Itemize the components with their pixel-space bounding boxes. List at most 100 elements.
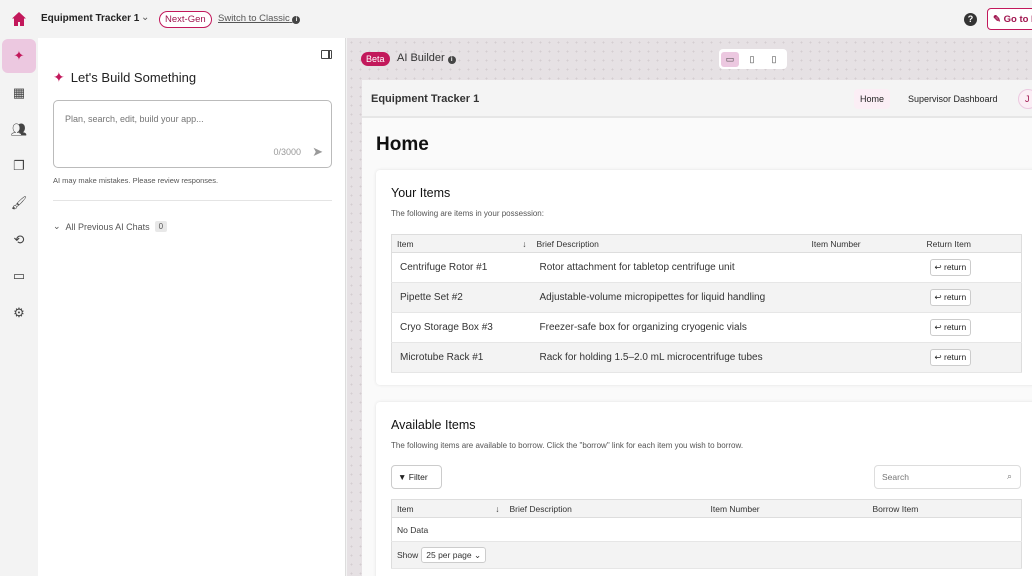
tablet-icon[interactable]: ▯ xyxy=(749,53,755,64)
your-items-title: Your Items xyxy=(391,186,451,200)
mobile-icon[interactable]: ▯ xyxy=(771,53,777,64)
return-label: return xyxy=(943,292,967,302)
item-cell: Microtube Rack #1 xyxy=(391,342,532,373)
available-items-table: Item ↓ Brief Description Item Number Borr… xyxy=(391,499,1022,569)
collapse-panel-icon[interactable] xyxy=(321,50,332,59)
column-header-item-number[interactable]: Item Number xyxy=(705,499,868,518)
ai-disclaimer: AI may make mistakes. Please review resp… xyxy=(53,176,219,185)
go-live-label: Go to L xyxy=(1003,14,1032,25)
app-title: Equipment Tracker 1 xyxy=(371,93,480,105)
item-number-cell xyxy=(806,312,922,343)
your-items-table: Item ↓ Brief Description Item Number Retu… xyxy=(391,234,1022,373)
paintbrush-icon[interactable]: 🖌︎ xyxy=(10,195,28,210)
device-toggle: ▭ ▯ ▯ xyxy=(719,49,787,69)
table-row: Microtube Rack #1 Rack for holding 1.5–2.… xyxy=(391,342,1022,373)
workflow-icon[interactable]: ⟲ xyxy=(13,232,25,247)
beta-badge: Beta xyxy=(361,52,390,66)
prompt-box[interactable]: 0/3000 ➤ xyxy=(53,100,332,168)
info-icon[interactable]: i xyxy=(292,16,301,24)
no-data-text: No Data xyxy=(391,517,1022,542)
search-box[interactable]: ⌕ xyxy=(874,465,1021,489)
app-name[interactable]: Equipment Tracker 1 xyxy=(41,13,140,24)
item-number-cell xyxy=(806,342,922,373)
prompt-input[interactable] xyxy=(65,114,315,134)
table-row: Pipette Set #2 Adjustable-volume micropip… xyxy=(391,282,1022,313)
go-live-button[interactable]: ✎ Go to L xyxy=(987,8,1032,30)
home-icon[interactable] xyxy=(11,11,27,27)
app-preview: Equipment Tracker 1 Home Supervisor Dash… xyxy=(362,80,1032,576)
ai-builder-title: AI Builder i xyxy=(397,52,456,64)
chat-count-badge: 0 xyxy=(154,221,168,232)
column-header-description[interactable]: Brief Description xyxy=(531,234,807,253)
column-header-description[interactable]: Brief Description xyxy=(504,499,706,518)
char-counter: 0/3000 xyxy=(273,147,301,157)
empty-row: No Data xyxy=(391,517,1022,542)
gear-icon[interactable]: ⚙ xyxy=(13,305,25,320)
column-header-return-item[interactable]: Return Item xyxy=(921,234,1022,253)
per-page-select[interactable]: 25 per page ⌄ xyxy=(421,546,487,563)
return-label: return xyxy=(943,262,967,272)
desktop-icon[interactable]: ▭ xyxy=(721,51,739,67)
description-cell: Freezer-safe box for organizing cryogeni… xyxy=(531,312,807,343)
column-header-item[interactable]: Item ↓ xyxy=(391,234,532,253)
item-cell: Pipette Set #2 xyxy=(391,282,532,313)
description-cell: Rack for holding 1.5–2.0 mL microcentrif… xyxy=(531,342,807,373)
your-items-subtitle: The following are items in your possessi… xyxy=(391,209,544,218)
billing-card-icon[interactable]: ▭ xyxy=(12,268,26,283)
panel-title: ✦ Let's Build Something xyxy=(53,69,196,86)
column-header-borrow-item[interactable]: Borrow Item xyxy=(867,499,1022,518)
send-icon[interactable]: ➤ xyxy=(312,144,323,159)
avatar[interactable]: J xyxy=(1018,89,1032,109)
help-icon[interactable]: ? xyxy=(964,13,977,26)
filter-label: Filter xyxy=(408,472,428,482)
return-button[interactable]: ↩ return xyxy=(929,289,972,306)
return-label: return xyxy=(943,322,967,332)
search-input[interactable] xyxy=(882,472,992,482)
page-title: Home xyxy=(376,134,429,155)
divider xyxy=(53,200,332,201)
switch-label: Switch to Classic xyxy=(218,13,290,24)
previous-chats-label: All Previous AI Chats xyxy=(65,221,150,232)
info-icon[interactable]: i xyxy=(447,56,456,64)
item-cell: Cryo Storage Box #3 xyxy=(391,312,532,343)
nav-home[interactable]: Home xyxy=(854,89,891,109)
chevron-down-icon: ⌄ xyxy=(474,549,482,560)
return-label: return xyxy=(943,352,967,362)
preview-canvas: Beta AI Builder i ▭ ▯ ▯ Equipment Tracke… xyxy=(347,38,1032,576)
item-number-cell xyxy=(806,252,922,283)
show-label: Show xyxy=(397,549,419,560)
return-button[interactable]: ↩ return xyxy=(929,319,972,336)
return-button[interactable]: ↩ return xyxy=(929,349,972,366)
nav-supervisor-dashboard[interactable]: Supervisor Dashboard xyxy=(908,94,998,104)
app-header: Equipment Tracker 1 Home Supervisor Dash… xyxy=(362,80,1032,118)
per-page-value: 25 per page xyxy=(426,549,472,560)
sparkles-icon[interactable]: ✦ xyxy=(2,39,36,73)
sort-arrow-icon[interactable]: ↓ xyxy=(522,238,527,249)
top-bar: Equipment Tracker 1 ⌄ Next-Gen Switch to… xyxy=(0,0,1032,38)
previous-chats-toggle[interactable]: ⌄ All Previous AI Chats 0 xyxy=(53,221,168,232)
search-icon[interactable]: ⌕ xyxy=(1006,471,1012,481)
description-cell: Rotor attachment for tabletop centrifuge… xyxy=(531,252,807,283)
ai-builder-label: AI Builder xyxy=(397,52,445,64)
description-cell: Adjustable-volume micropipettes for liqu… xyxy=(531,282,807,313)
return-button[interactable]: ↩ return xyxy=(929,259,972,276)
filter-button[interactable]: ▼ Filter xyxy=(391,465,442,489)
users-icon[interactable]: 👥︎ xyxy=(10,122,28,137)
table-icon[interactable]: ▦ xyxy=(12,85,26,100)
table-footer: Show 25 per page ⌄ xyxy=(391,541,1022,569)
sort-arrow-icon[interactable]: ↓ xyxy=(495,503,500,514)
ai-panel: ✦ Let's Build Something 0/3000 ➤ AI may m… xyxy=(38,38,346,576)
chevron-down-icon[interactable]: ⌄ xyxy=(141,12,150,23)
switch-to-classic-link[interactable]: Switch to Classic i xyxy=(218,13,301,24)
col-label: Item xyxy=(397,238,414,249)
column-header-item[interactable]: Item ↓ xyxy=(391,499,505,518)
item-number-cell xyxy=(806,282,922,313)
filter-icon: ▼ xyxy=(398,472,407,482)
icon-rail: ✦ ▦ 👥︎ ❐ 🖌︎ ⟲ ▭ ⚙ xyxy=(0,38,38,576)
item-cell: Centrifuge Rotor #1 xyxy=(391,252,532,283)
next-gen-badge: Next-Gen xyxy=(159,11,212,28)
column-header-item-number[interactable]: Item Number xyxy=(806,234,922,253)
available-items-card: Available Items The following items are … xyxy=(376,402,1032,576)
pages-icon[interactable]: ❐ xyxy=(13,158,25,173)
table-row: Cryo Storage Box #3 Freezer-safe box for … xyxy=(391,312,1022,343)
